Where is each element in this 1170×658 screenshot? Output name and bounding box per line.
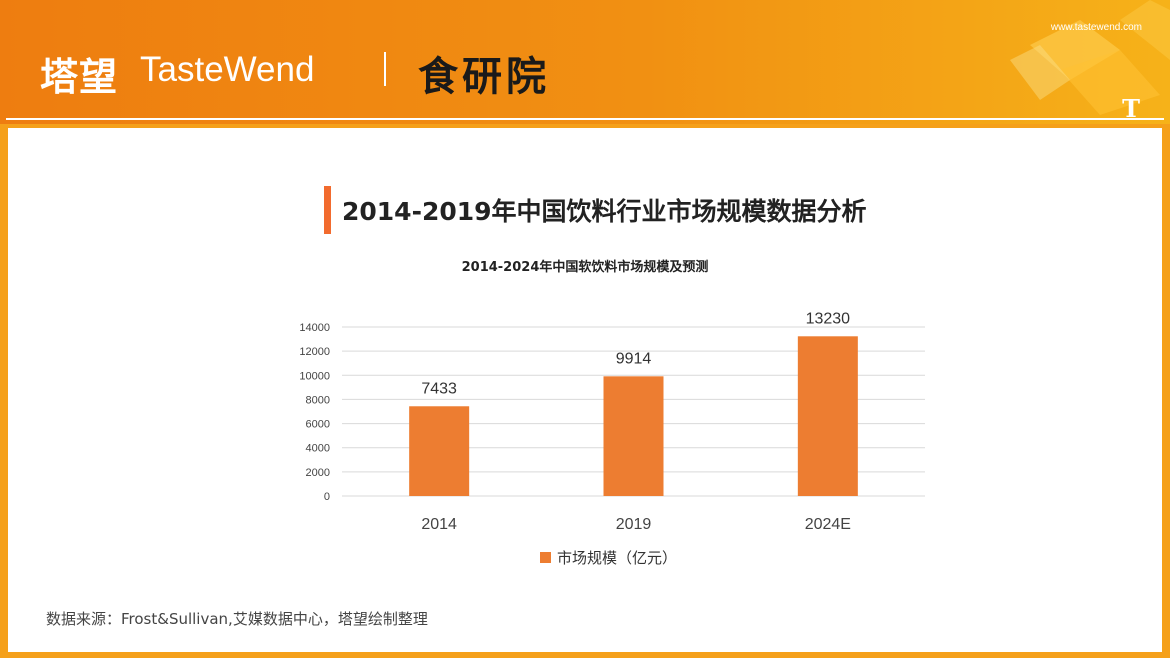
deco-letter: T — [1122, 94, 1140, 123]
legend-label: 市场规模（亿元） — [557, 549, 678, 567]
brand-name-cn: 塔望 — [40, 55, 119, 99]
brand-divider — [384, 52, 386, 86]
header-banner: 塔望 TasteWend 食研院 www.tastewend.com T — [0, 0, 1170, 124]
x-tick-label: 2019 — [616, 516, 652, 533]
data-label: 7433 — [421, 380, 457, 397]
data-label: 9914 — [616, 350, 652, 367]
data-label: 13230 — [806, 310, 851, 327]
y-tick-label: 6000 — [306, 419, 330, 431]
content-panel — [8, 128, 1162, 652]
chart-legend: 市场规模（亿元） — [540, 547, 677, 568]
y-tick-label: 4000 — [306, 443, 330, 455]
section-title: 2014-2019年中国饮料行业市场规模数据分析 — [342, 197, 867, 226]
brand-subtitle: 食研院 — [418, 54, 550, 100]
bar — [409, 406, 470, 496]
x-tick-label: 2014 — [421, 516, 457, 533]
y-tick-label: 8000 — [306, 394, 330, 406]
y-tick-label: 2000 — [306, 467, 330, 479]
y-tick-label: 14000 — [299, 322, 330, 334]
x-tick-label: 2024E — [805, 516, 851, 533]
bar — [797, 336, 858, 496]
website-link[interactable]: www.tastewend.com — [1050, 22, 1142, 33]
y-tick-label: 0 — [324, 491, 330, 503]
header-underline — [6, 118, 1164, 120]
data-source-note: 数据来源：Frost&Sullivan,艾媒数据中心，塔望绘制整理 — [46, 610, 428, 628]
logo-deco-shapes — [1010, 0, 1170, 115]
brand-name-en: TasteWend — [140, 50, 315, 89]
y-tick-label: 10000 — [299, 370, 330, 382]
section-accent-bar — [324, 186, 331, 234]
y-tick-label: 12000 — [299, 346, 330, 358]
legend-swatch — [540, 552, 551, 563]
bar — [603, 376, 664, 496]
chart-title: 2014-2024年中国软饮料市场规模及预测 — [461, 260, 709, 275]
